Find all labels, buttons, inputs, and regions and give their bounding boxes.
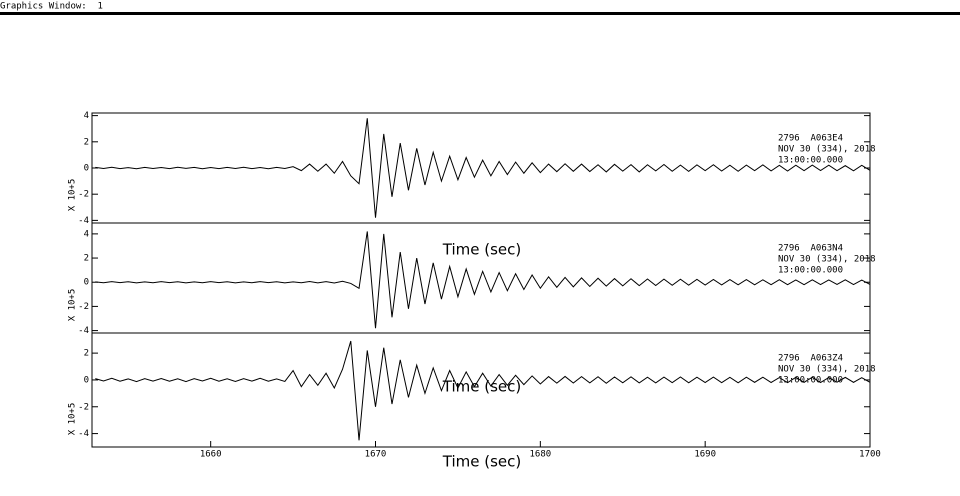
y-tick-label: 0 xyxy=(84,375,89,385)
time-label: 13:00:00.000 xyxy=(778,156,843,166)
time-label: 13:00:00.000 xyxy=(778,376,843,386)
y-tick-label: -4 xyxy=(78,326,89,336)
y-tick-label: -2 xyxy=(78,190,89,200)
waveform xyxy=(95,340,871,441)
station-label: 2796 A063E4 xyxy=(778,134,843,144)
date-label: NOV 30 (334), 2018 xyxy=(778,255,876,265)
x-axis-label: Time (sec) xyxy=(442,378,521,396)
panel-frame xyxy=(91,222,871,334)
y-tick-label: 2 xyxy=(84,137,89,147)
y-axis-label: X 10+5 xyxy=(68,179,78,212)
y-tick-label: -2 xyxy=(78,402,89,412)
panel-frame xyxy=(91,332,871,448)
y-axis-label: X 10+5 xyxy=(68,403,78,436)
x-axis-label: Time (sec) xyxy=(442,241,521,259)
date-label: NOV 30 (334), 2018 xyxy=(778,145,876,155)
y-tick-label: -4 xyxy=(78,429,89,439)
date-label: NOV 30 (334), 2018 xyxy=(778,365,876,375)
window-title: Graphics Window: 1 xyxy=(0,2,103,12)
station-label: 2796 A063N4 xyxy=(778,244,843,254)
y-tick-label: 0 xyxy=(84,164,89,174)
x-tick-label: 1670 xyxy=(365,450,387,460)
x-tick-label: 1690 xyxy=(694,450,716,460)
title-bar-rule xyxy=(0,12,960,15)
waveform xyxy=(95,231,871,329)
y-tick-label: 2 xyxy=(84,349,89,359)
y-tick-label: 2 xyxy=(84,254,89,264)
station-label: 2796 A063Z4 xyxy=(778,354,843,364)
y-axis-label: X 10+5 xyxy=(68,289,78,322)
x-tick-label: 1680 xyxy=(529,450,551,460)
x-tick-label: 1660 xyxy=(200,450,222,460)
waveform xyxy=(95,118,871,218)
y-tick-label: -4 xyxy=(78,216,89,226)
x-axis-label: Time (sec) xyxy=(442,453,521,471)
y-tick-label: 0 xyxy=(84,278,89,288)
time-label: 13:00:00.000 xyxy=(778,266,843,276)
y-tick-label: 4 xyxy=(84,229,89,239)
x-tick-label: 1700 xyxy=(859,450,881,460)
y-tick-label: -2 xyxy=(78,302,89,312)
y-tick-label: 4 xyxy=(84,111,89,121)
